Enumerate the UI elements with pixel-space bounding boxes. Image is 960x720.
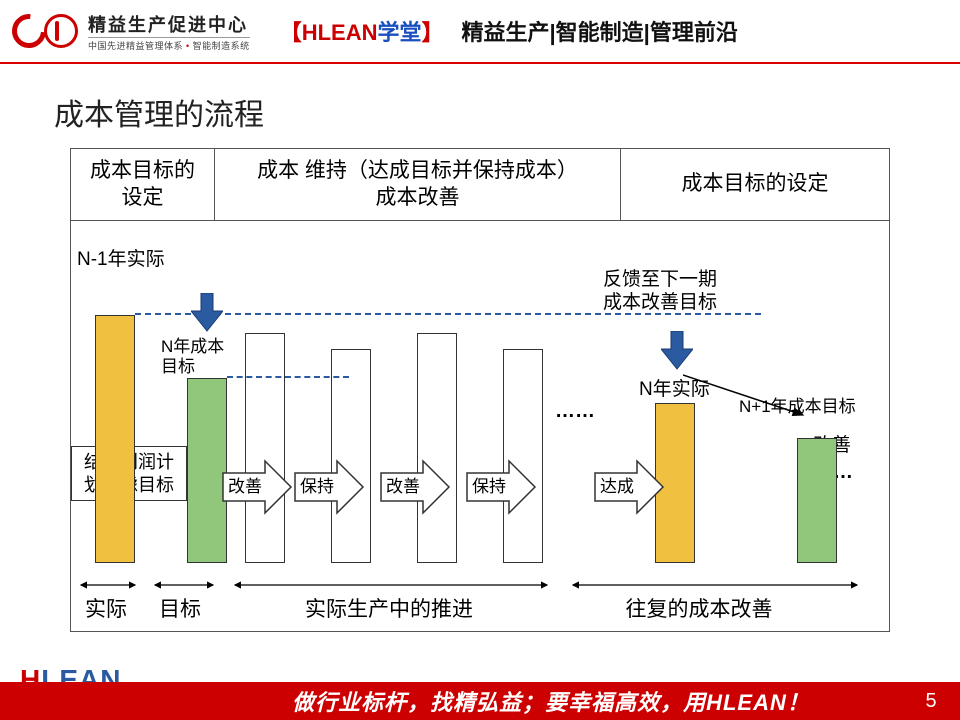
slide-header: 精益生产促进中心 中国先进精益管理体系 • 智能制造系统 【HLEAN学堂】 精… xyxy=(0,0,960,64)
dbl-arrow-2-icon xyxy=(151,579,217,591)
chart-area: N-1年实际 N年成本 目标 结合利润计 划考虑目标 反馈至下一期 成本改善目标… xyxy=(71,221,889,633)
bar-step4 xyxy=(503,349,543,563)
flow-arrow-2: 保持 xyxy=(293,459,365,515)
dots-1: …… xyxy=(555,400,595,423)
flow-arrow-1: 改善 xyxy=(221,459,293,515)
org-block: 精益生产促进中心 中国先进精益管理体系 • 智能制造系统 xyxy=(88,11,250,52)
dbl-arrow-4-icon xyxy=(569,579,861,591)
process-diagram: 成本目标的 设定 成本 维持（达成目标并保持成本） 成本改善 成本目标的设定 N… xyxy=(70,148,890,632)
logo xyxy=(12,14,78,48)
bl-2: 目标 xyxy=(141,593,219,623)
logo-l-icon xyxy=(44,14,78,48)
svg-text:改善: 改善 xyxy=(228,477,262,496)
svg-text:保持: 保持 xyxy=(472,477,506,496)
bar-step1 xyxy=(245,333,285,563)
bracket-r: 】 xyxy=(422,20,444,45)
dash-line-2 xyxy=(227,376,349,378)
head-col-1: 成本目标的 设定 xyxy=(71,149,215,221)
flow-arrow-5: 达成 xyxy=(593,459,665,515)
bar-step2 xyxy=(331,349,371,563)
svg-text:改善: 改善 xyxy=(386,477,420,496)
footer-bar: 做行业标杆，找精弘益；要幸福高效，用HLEAN！ 5 xyxy=(0,682,960,720)
org-sub: 中国先进精益管理体系 • 智能制造系统 xyxy=(88,37,250,52)
svg-text:达成: 达成 xyxy=(600,477,634,496)
label-ntarget: N年成本 目标 xyxy=(161,337,224,378)
arrow-down-2-icon xyxy=(661,331,693,371)
bl-3: 实际生产中的推进 xyxy=(219,593,559,623)
head-col-3: 成本目标的设定 xyxy=(621,149,889,221)
bar-step3 xyxy=(417,333,457,563)
bl-1: 实际 xyxy=(71,593,141,623)
head-col-2: 成本 维持（达成目标并保持成本） 成本改善 xyxy=(215,149,621,221)
dash-line-1 xyxy=(135,313,761,315)
bl-4: 往复的成本改善 xyxy=(559,593,839,623)
feedback-line-icon xyxy=(683,371,813,421)
label-feedback: 反馈至下一期 成本改善目标 xyxy=(603,269,717,315)
diagram-header-row: 成本目标的 设定 成本 维持（达成目标并保持成本） 成本改善 成本目标的设定 xyxy=(71,149,889,221)
label-nminus1: N-1年实际 xyxy=(77,249,165,272)
bar-nplus1-target xyxy=(797,438,837,563)
svg-text:保持: 保持 xyxy=(300,477,334,496)
bottom-labels: 实际 目标 实际生产中的推进 往复的成本改善 xyxy=(71,593,889,623)
xuetang-text: 学堂 xyxy=(377,20,421,45)
org-sub-b: 智能制造系统 xyxy=(193,41,250,51)
org-sub-a: 中国先进精益管理体系 xyxy=(88,41,183,51)
hlean-tag: 【HLEAN学堂】 xyxy=(280,15,444,47)
logo-c-icon xyxy=(5,7,53,55)
org-name: 精益生产促进中心 xyxy=(88,11,250,37)
page-number: 5 xyxy=(902,690,960,713)
header-keywords: 精益生产|智能制造|管理前沿 xyxy=(462,15,738,47)
hlean-text: HLEAN xyxy=(302,20,378,45)
bracket-l: 【 xyxy=(280,20,302,45)
flow-arrow-3: 改善 xyxy=(379,459,451,515)
page-title: 成本管理的流程 xyxy=(0,64,960,148)
arrow-down-1-icon xyxy=(191,293,223,333)
footer-slogan: 做行业标杆，找精弘益；要幸福高效，用HLEAN！ xyxy=(200,685,902,717)
dbl-arrow-1-icon xyxy=(77,579,139,591)
dbl-arrow-3-icon xyxy=(231,579,551,591)
bar-nminus1-actual xyxy=(95,315,135,563)
flow-arrow-4: 保持 xyxy=(465,459,537,515)
